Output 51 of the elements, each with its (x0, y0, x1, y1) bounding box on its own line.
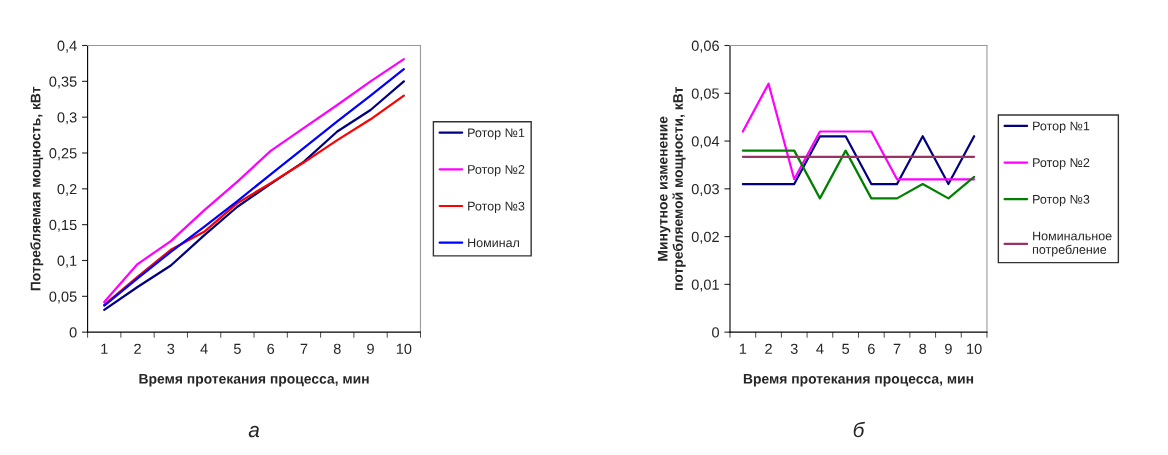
legend-label: Номинал (468, 238, 519, 248)
x-tick-label: 1 (101, 343, 108, 354)
x-tick-label: 2 (765, 343, 772, 354)
y-tick-label: 0,04 (691, 136, 720, 149)
x-tick-label: 10 (396, 343, 412, 354)
x-tick-label: 3 (167, 343, 175, 354)
y-tick-label: 0,1 (57, 255, 77, 268)
legend-label: Ротор №1 (1033, 121, 1090, 133)
x-tick-label: 4 (816, 343, 824, 354)
legend-label: Ротор №2 (468, 165, 525, 177)
x-axis-title: Время протекания процесса, мин (743, 374, 974, 387)
x-tick-label: 4 (200, 343, 208, 354)
x-tick-label: 9 (945, 343, 952, 354)
y-tick-label: 0 (69, 327, 77, 338)
y-tick-label: 0,4 (57, 40, 77, 53)
legend-label: Номинальное потребление (1032, 231, 1112, 257)
x-tick-label: 7 (893, 343, 901, 354)
x-tick-label: 10 (967, 343, 982, 354)
x-tick-label: 1 (739, 343, 747, 354)
x-tick-label: 8 (333, 343, 341, 354)
y-tick-label: 0,15 (49, 219, 77, 232)
y-tick-label: 0,25 (49, 148, 77, 161)
y-axis-title: Минутное изменение потребляемой мощности, кВт (657, 87, 686, 291)
text: а (248, 425, 260, 438)
x-tick-label: 5 (233, 343, 241, 354)
y-tick-label: 0,01 (691, 279, 719, 292)
legend-label: Ротор №1 (468, 128, 525, 140)
legend-label: Ротор №3 (468, 201, 525, 213)
y-tick-label: 0,05 (49, 291, 77, 304)
x-tick-label: 6 (267, 343, 275, 354)
y-tick-label: 0,3 (57, 112, 77, 125)
y-tick-label: 0,35 (49, 76, 77, 89)
legend-label: Ротор №2 (1033, 158, 1090, 170)
x-tick-label: 7 (300, 343, 308, 354)
x-tick-label: 6 (868, 343, 875, 354)
x-tick-label: 8 (919, 343, 927, 354)
y-tick-label: 0,05 (691, 88, 719, 101)
y-axis-title: Потребляемая мощность, кВт (30, 86, 44, 291)
y-tick-label: 0 (712, 327, 720, 338)
x-axis-title: Время протекания процесса, мин (139, 374, 369, 387)
y-tick-label: 0,03 (691, 183, 719, 196)
x-tick-label: 9 (367, 343, 374, 354)
y-tick-label: 0,02 (691, 231, 719, 244)
y-tick-label: 0,2 (57, 183, 77, 196)
text: б (853, 421, 865, 438)
line-series (741, 149, 976, 200)
x-tick-label: 5 (842, 343, 850, 354)
y-tick-label: 0,06 (691, 40, 719, 53)
x-tick-label: 3 (790, 343, 798, 354)
x-tick-label: 2 (134, 343, 141, 354)
legend-label: Ротор №3 (1033, 194, 1090, 207)
